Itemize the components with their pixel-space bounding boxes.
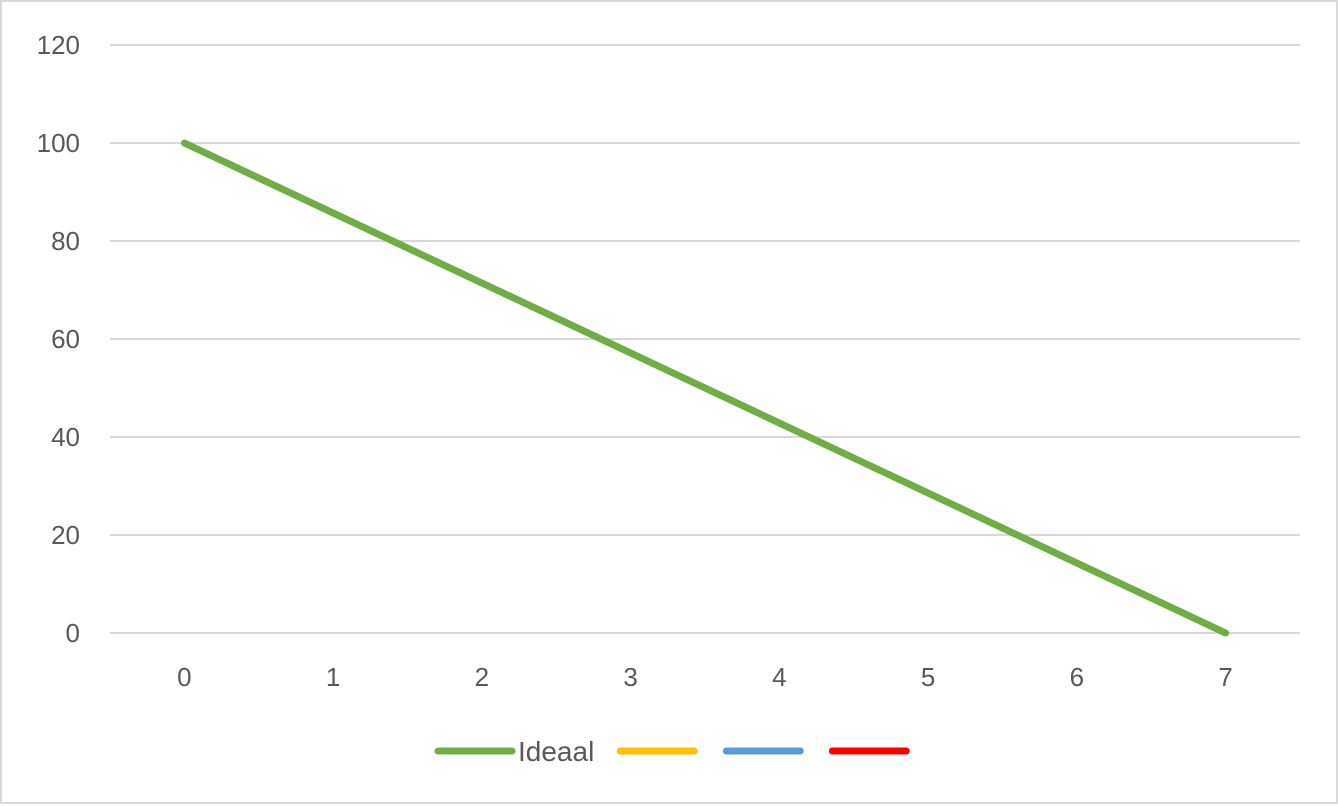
y-tick-label: 0: [66, 618, 80, 648]
y-tick-label: 40: [51, 422, 80, 452]
y-tick-label: 80: [51, 226, 80, 256]
x-tick-label: 3: [623, 662, 637, 692]
series-line-ideaal: [180, 139, 1230, 637]
legend: Ideaal: [434, 736, 910, 767]
legend-label: Ideaal: [518, 736, 594, 767]
x-tick-label: 5: [921, 662, 935, 692]
y-tick-label: 20: [51, 520, 80, 550]
y-axis-ticks: 0 20 40 60 80 100 120: [37, 30, 80, 648]
y-tick-label: 100: [37, 128, 80, 158]
x-axis-ticks: 0 1 2 3 4 5 6 7: [177, 662, 1233, 692]
x-tick-label: 1: [326, 662, 340, 692]
gridlines: [110, 44, 1300, 634]
series-lines: [180, 139, 1230, 637]
y-tick-label: 60: [51, 324, 80, 354]
x-tick-label: 4: [772, 662, 786, 692]
x-tick-label: 2: [475, 662, 489, 692]
y-tick-label: 120: [37, 30, 80, 60]
x-tick-label: 7: [1218, 662, 1232, 692]
x-tick-label: 6: [1070, 662, 1084, 692]
x-tick-label: 0: [177, 662, 191, 692]
